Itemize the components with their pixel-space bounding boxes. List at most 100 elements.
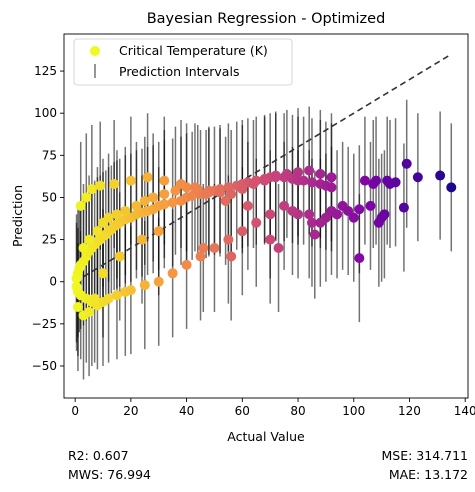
- data-point: [273, 243, 284, 254]
- data-point: [265, 209, 276, 220]
- y-axis-label: Prediction: [10, 185, 25, 247]
- plot-area: [71, 53, 457, 380]
- data-point: [81, 192, 92, 203]
- data-point: [259, 175, 270, 186]
- data-point: [287, 205, 298, 216]
- data-point: [293, 167, 304, 178]
- data-point: [359, 175, 370, 186]
- data-point: [75, 200, 86, 211]
- data-point: [111, 209, 122, 220]
- x-tick-label: 80: [290, 404, 305, 418]
- data-point: [304, 165, 315, 176]
- data-point: [237, 184, 248, 195]
- data-point: [187, 190, 198, 201]
- legend: Critical Temperature (K) Prediction Inte…: [73, 38, 293, 86]
- data-point: [306, 177, 317, 188]
- data-point: [379, 209, 390, 220]
- chart-title: Bayesian Regression - Optimized: [147, 11, 386, 27]
- y-tick-label: −50: [32, 359, 57, 373]
- metric-mws: MWS: 76.994: [68, 467, 152, 482]
- data-point: [304, 209, 315, 220]
- y-tick-label: 125: [34, 64, 57, 78]
- data-point: [281, 168, 292, 179]
- data-point: [242, 200, 253, 211]
- data-point: [248, 178, 259, 189]
- data-point: [195, 251, 206, 262]
- data-point: [72, 302, 83, 312]
- data-point: [153, 226, 164, 237]
- data-point: [125, 285, 136, 296]
- data-point: [98, 268, 109, 279]
- data-point: [170, 185, 181, 196]
- data-point: [332, 209, 343, 220]
- data-point: [176, 178, 187, 189]
- data-point: [265, 234, 276, 245]
- data-point: [181, 259, 192, 270]
- metric-mae: MAE: 13.172: [388, 467, 468, 482]
- data-point: [215, 187, 226, 198]
- data-point: [326, 182, 337, 193]
- x-tick-label: 0: [71, 404, 79, 418]
- data-point: [315, 217, 326, 228]
- plot-frame: [63, 33, 469, 399]
- data-point: [131, 200, 142, 211]
- data-point: [401, 158, 412, 169]
- data-point: [309, 229, 320, 240]
- data-point: [84, 307, 95, 318]
- data-point: [189, 182, 200, 193]
- data-point: [220, 195, 231, 206]
- metric-r2: R2: 0.607: [68, 448, 129, 463]
- data-point: [142, 172, 153, 183]
- y-tick-label: 25: [42, 233, 57, 247]
- data-point: [120, 205, 131, 216]
- x-axis-label: Actual Value: [227, 429, 305, 444]
- data-point: [86, 184, 97, 195]
- data-point: [435, 170, 446, 181]
- data-point: [326, 172, 337, 183]
- y-tick-label: 50: [42, 190, 57, 204]
- data-point: [198, 243, 209, 254]
- data-point: [270, 170, 281, 181]
- data-point: [89, 293, 100, 304]
- data-point: [223, 234, 234, 245]
- legend-marker-points: [90, 46, 100, 56]
- data-point: [139, 280, 150, 291]
- y-tick-label: 100: [34, 106, 57, 120]
- points-layer: [71, 158, 457, 321]
- data-point: [365, 200, 376, 211]
- data-point: [343, 205, 354, 216]
- y-tick-label: 75: [42, 148, 57, 162]
- data-point: [354, 204, 365, 215]
- data-point: [95, 180, 106, 191]
- data-point: [92, 226, 103, 237]
- data-point: [148, 192, 159, 203]
- data-point: [298, 175, 309, 186]
- data-point: [153, 276, 164, 287]
- y-tick-label: 0: [49, 275, 57, 289]
- data-point: [139, 195, 150, 206]
- data-point: [279, 200, 290, 211]
- data-point: [306, 217, 317, 228]
- x-tick-label: 120: [398, 404, 421, 418]
- data-point: [159, 175, 170, 186]
- y-tick-label: −25: [32, 317, 57, 331]
- data-point: [111, 290, 122, 301]
- x-tick-label: 140: [454, 404, 475, 418]
- data-point: [348, 212, 359, 223]
- data-point: [167, 197, 178, 208]
- data-point: [371, 175, 382, 186]
- data-point: [315, 168, 326, 179]
- data-point: [209, 243, 220, 254]
- y-axis: −50 −25 0 25 50 75 100 125: [32, 64, 64, 373]
- data-point: [398, 202, 409, 213]
- data-point: [390, 177, 401, 188]
- data-point: [103, 212, 114, 223]
- x-tick-label: 100: [342, 404, 365, 418]
- legend-label-intervals: Prediction Intervals: [119, 64, 239, 79]
- data-point: [137, 234, 148, 245]
- data-point: [159, 199, 170, 210]
- data-point: [78, 243, 89, 254]
- reference-line: [74, 53, 452, 283]
- error-bars-layer: [75, 99, 453, 380]
